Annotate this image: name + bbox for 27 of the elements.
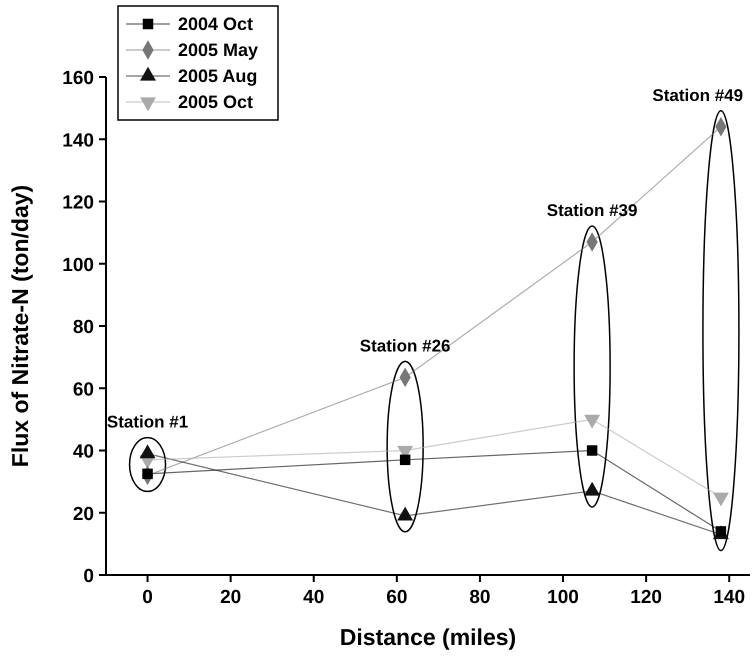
- y-tick-label: 0: [83, 566, 94, 587]
- y-axis-title: Flux of Nitrate-N (ton/day): [7, 184, 33, 468]
- y-tick-label: 160: [62, 68, 94, 89]
- y-tick-label: 40: [72, 442, 94, 462]
- x-axis-title: Distance (miles): [340, 624, 516, 650]
- annotation: Station #39: [546, 200, 638, 220]
- x-tick-label: 120: [630, 587, 662, 608]
- legend-label: 2004 Oct: [178, 14, 254, 34]
- y-tick-label: 120: [62, 192, 94, 214]
- annotation: Station #49: [652, 86, 744, 105]
- legend-label: 2005 Oct: [178, 92, 254, 112]
- annotation: Station #26: [360, 336, 450, 356]
- x-tick-label: 20: [220, 587, 242, 608]
- x-tick-label: 0: [142, 587, 153, 608]
- y-tick-label: 20: [72, 504, 94, 525]
- x-tick-label: 100: [547, 587, 579, 608]
- y-tick-label: 100: [62, 254, 94, 276]
- x-tick-label: 140: [713, 587, 746, 608]
- x-tick-label: 40: [303, 587, 324, 608]
- x-tick-label: 60: [386, 587, 408, 608]
- x-tick-label: 80: [469, 587, 491, 608]
- y-tick-label: 60: [72, 379, 94, 400]
- legend-label: 2005 Aug: [178, 66, 258, 86]
- annotation: Station #1: [106, 412, 188, 432]
- y-tick-label: 140: [62, 130, 94, 152]
- y-tick-label: 80: [72, 317, 94, 338]
- legend-label: 2005 May: [178, 40, 258, 60]
